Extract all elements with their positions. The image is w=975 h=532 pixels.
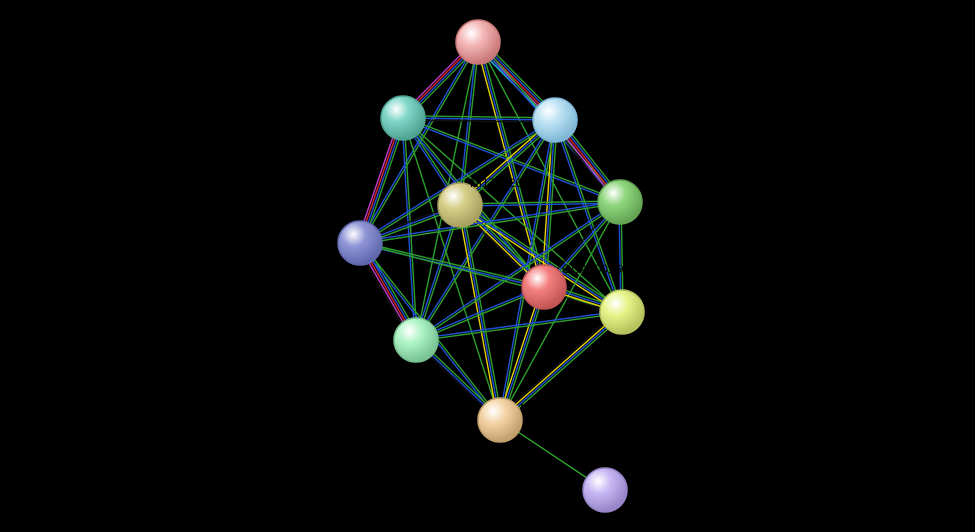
graph-node[interactable]: NI17_21935 — [326, 318, 438, 362]
graph-node[interactable]: NI17_06215 — [265, 221, 382, 265]
graph-edge[interactable] — [502, 314, 624, 422]
node-label: NI17_02590 — [520, 401, 586, 415]
node-circle[interactable] — [456, 20, 500, 64]
node-label: NI17_06215 — [265, 224, 331, 238]
node-label: GCA_001660385_04483 — [496, 19, 629, 33]
network-graph: GCA_001660385_04483 NI17_21925 NI17_02530 N… — [0, 0, 975, 532]
graph-node[interactable]: NI17_02590 — [478, 398, 586, 442]
node-label: NI17_02610 — [642, 293, 708, 307]
node-label: NI17_21920 — [640, 181, 706, 195]
node-label: GCA_001660385_03467 — [625, 471, 758, 485]
graph-node[interactable]: NI17_02530 — [533, 97, 641, 142]
graph-edge[interactable] — [403, 118, 555, 120]
graph-edge[interactable] — [360, 203, 620, 244]
node-circle[interactable] — [338, 221, 382, 265]
graph-edge[interactable] — [461, 42, 479, 205]
graph-node[interactable]: NI17_21920 — [598, 180, 706, 224]
node-circle[interactable] — [533, 98, 577, 142]
node-label: NI17_02530 — [575, 97, 641, 111]
node-label: NI17_21935 — [326, 321, 392, 335]
node-circle[interactable] — [478, 398, 522, 442]
node-circle[interactable] — [438, 183, 482, 227]
graph-node[interactable]: NI17_02610 — [600, 290, 708, 334]
node-circle[interactable] — [583, 468, 627, 512]
graph-node[interactable]: GCA_001660385_04483 — [456, 19, 629, 64]
graph-node[interactable]: GCA_001660385_03467 — [583, 468, 758, 512]
node-label: NI17_21925 — [313, 89, 379, 103]
graph-node[interactable]: NI17_21925 — [313, 89, 425, 140]
nodes-layer: GCA_001660385_04483 NI17_21925 NI17_02530 N… — [265, 19, 758, 512]
graph-edge[interactable] — [501, 313, 623, 421]
node-circle[interactable] — [598, 180, 642, 224]
node-circle[interactable] — [394, 318, 438, 362]
graph-edge[interactable] — [403, 120, 555, 122]
graph-edge[interactable] — [403, 116, 555, 118]
node-circle[interactable] — [600, 290, 644, 334]
node-circle[interactable] — [522, 265, 566, 309]
node-label: GCA_001660385_03466 — [562, 262, 695, 276]
node-circle[interactable] — [381, 96, 425, 140]
